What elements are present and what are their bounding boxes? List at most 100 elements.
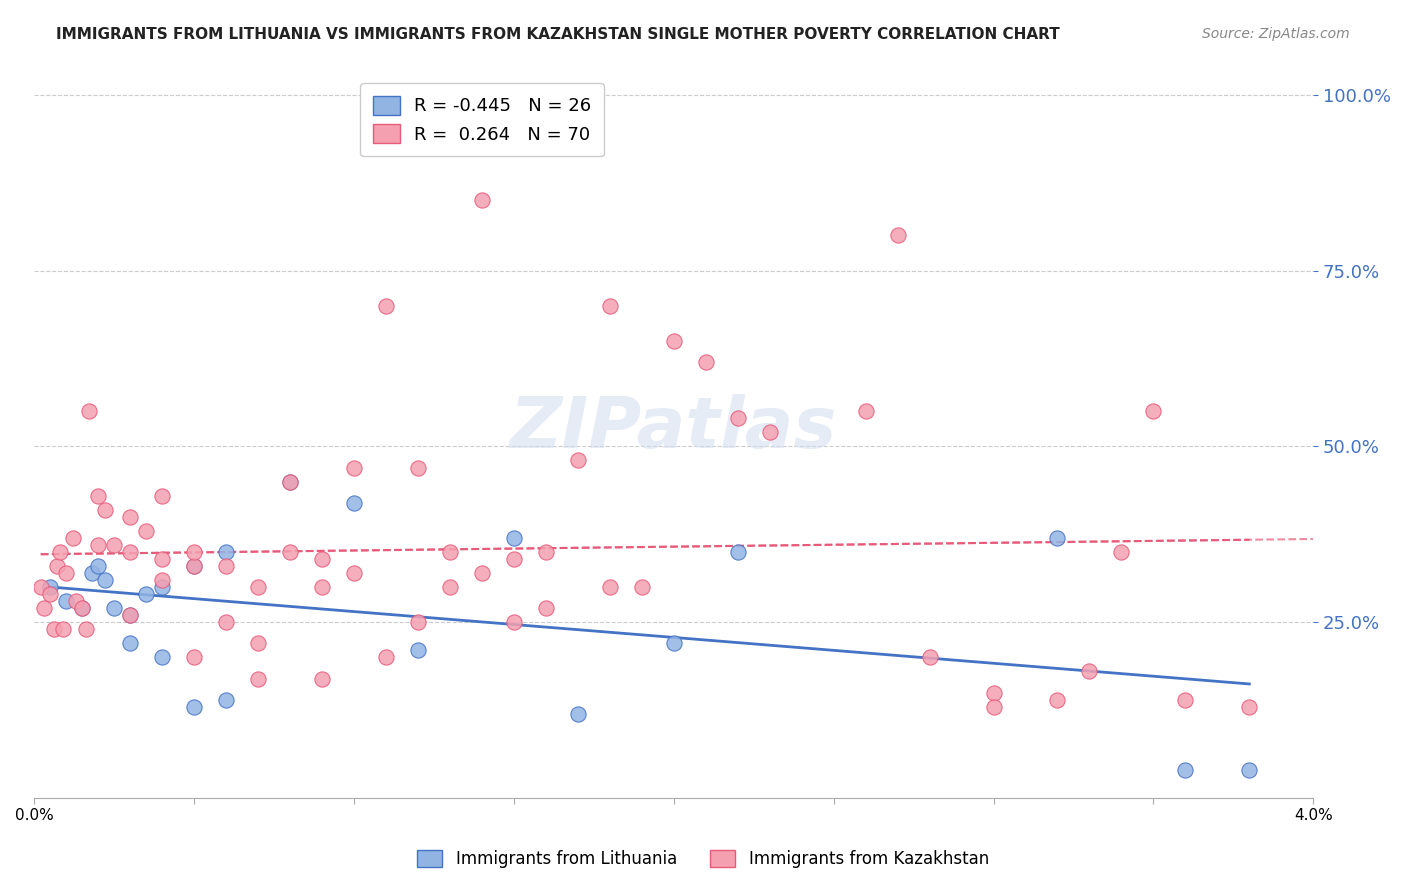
- Point: [183, 559, 205, 574]
- Point: [662, 334, 685, 348]
- Point: [1239, 699, 1261, 714]
- Point: [32, 601, 55, 615]
- Point: [183, 650, 205, 665]
- Point: [311, 580, 333, 594]
- Point: [1046, 531, 1069, 545]
- Text: ZIPatlas: ZIPatlas: [510, 394, 838, 463]
- Text: Source: ZipAtlas.com: Source: ZipAtlas.com: [1202, 27, 1350, 41]
- Point: [39, 580, 62, 594]
- Point: [599, 580, 621, 594]
- Point: [503, 615, 526, 630]
- Point: [215, 615, 238, 630]
- Point: [49, 545, 72, 559]
- Point: [471, 194, 494, 208]
- Point: [150, 580, 173, 594]
- Point: [120, 636, 142, 650]
- Point: [311, 552, 333, 566]
- Point: [662, 636, 685, 650]
- Point: [120, 608, 142, 623]
- Point: [1111, 545, 1133, 559]
- Point: [1142, 404, 1164, 418]
- Point: [471, 566, 494, 580]
- Point: [855, 404, 877, 418]
- Point: [534, 545, 557, 559]
- Point: [1239, 763, 1261, 777]
- Point: [567, 706, 589, 721]
- Point: [503, 552, 526, 566]
- Point: [65, 594, 87, 608]
- Point: [599, 299, 621, 313]
- Point: [77, 404, 100, 418]
- Point: [215, 559, 238, 574]
- Point: [39, 587, 62, 601]
- Point: [103, 601, 125, 615]
- Point: [87, 489, 110, 503]
- Point: [695, 355, 717, 369]
- Point: [1078, 665, 1101, 679]
- Point: [215, 545, 238, 559]
- Point: [918, 650, 941, 665]
- Point: [439, 545, 461, 559]
- Point: [72, 601, 94, 615]
- Point: [135, 524, 157, 538]
- Point: [1046, 692, 1069, 706]
- Point: [631, 580, 654, 594]
- Point: [727, 545, 749, 559]
- Point: [135, 587, 157, 601]
- Legend: R = -0.445   N = 26, R =  0.264   N = 70: R = -0.445 N = 26, R = 0.264 N = 70: [360, 83, 605, 156]
- Point: [439, 580, 461, 594]
- Point: [278, 475, 301, 489]
- Point: [311, 672, 333, 686]
- Point: [183, 699, 205, 714]
- Point: [278, 545, 301, 559]
- Point: [278, 475, 301, 489]
- Point: [406, 615, 429, 630]
- Point: [567, 453, 589, 467]
- Point: [52, 622, 75, 636]
- Point: [343, 460, 366, 475]
- Point: [45, 559, 67, 574]
- Point: [1174, 692, 1197, 706]
- Point: [150, 573, 173, 587]
- Point: [55, 594, 77, 608]
- Point: [120, 509, 142, 524]
- Point: [1174, 763, 1197, 777]
- Point: [120, 545, 142, 559]
- Point: [72, 601, 94, 615]
- Point: [80, 566, 103, 580]
- Point: [247, 636, 270, 650]
- Point: [150, 552, 173, 566]
- Point: [150, 650, 173, 665]
- Point: [215, 692, 238, 706]
- Point: [30, 580, 52, 594]
- Point: [183, 559, 205, 574]
- Point: [758, 425, 780, 440]
- Legend: Immigrants from Lithuania, Immigrants from Kazakhstan: Immigrants from Lithuania, Immigrants fr…: [411, 843, 995, 875]
- Point: [120, 608, 142, 623]
- Point: [375, 299, 398, 313]
- Point: [503, 531, 526, 545]
- Point: [247, 672, 270, 686]
- Point: [406, 643, 429, 657]
- Point: [75, 622, 97, 636]
- Point: [183, 545, 205, 559]
- Point: [886, 228, 908, 243]
- Point: [103, 538, 125, 552]
- Point: [375, 650, 398, 665]
- Point: [983, 685, 1005, 699]
- Point: [150, 489, 173, 503]
- Point: [343, 496, 366, 510]
- Point: [247, 580, 270, 594]
- Point: [983, 699, 1005, 714]
- Point: [93, 502, 115, 516]
- Point: [93, 573, 115, 587]
- Text: IMMIGRANTS FROM LITHUANIA VS IMMIGRANTS FROM KAZAKHSTAN SINGLE MOTHER POVERTY CO: IMMIGRANTS FROM LITHUANIA VS IMMIGRANTS …: [56, 27, 1060, 42]
- Point: [42, 622, 65, 636]
- Point: [727, 411, 749, 425]
- Point: [534, 601, 557, 615]
- Point: [55, 566, 77, 580]
- Point: [62, 531, 84, 545]
- Point: [87, 559, 110, 574]
- Point: [87, 538, 110, 552]
- Point: [343, 566, 366, 580]
